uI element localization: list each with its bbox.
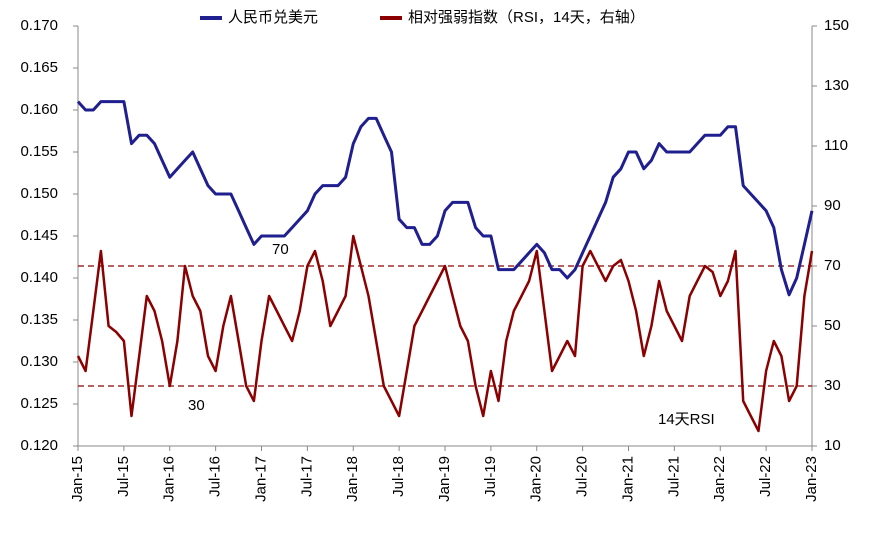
y-tick-label: 0.135 bbox=[20, 311, 58, 328]
x-tick-label: Jul-21 bbox=[665, 456, 682, 497]
y-tick-label: 0.140 bbox=[20, 269, 58, 286]
x-tick-label: Jan-22 bbox=[711, 456, 728, 502]
reference-label: 70 bbox=[272, 241, 289, 258]
y-tick-label: 0.145 bbox=[20, 227, 58, 244]
y2-tick-label: 150 bbox=[824, 17, 849, 34]
x-tick-label: Jan-23 bbox=[803, 456, 820, 502]
x-tick-label: Jan-21 bbox=[619, 456, 636, 502]
series-line bbox=[76, 234, 814, 433]
y2-tick-label: 30 bbox=[824, 377, 841, 394]
y-tick-label: 0.125 bbox=[20, 395, 58, 412]
x-tick-label: Jan-17 bbox=[252, 456, 269, 502]
y2-tick-label: 10 bbox=[824, 437, 841, 454]
y2-tick-label: 50 bbox=[824, 317, 841, 334]
x-tick-label: Jul-16 bbox=[207, 456, 224, 497]
y2-tick-label: 110 bbox=[824, 137, 848, 154]
x-tick-label: Jan-19 bbox=[436, 456, 453, 502]
y-tick-label: 0.160 bbox=[20, 101, 58, 118]
x-tick-label: Jan-20 bbox=[528, 456, 545, 502]
annotation: 14天RSI bbox=[658, 411, 715, 428]
y-tick-label: 0.130 bbox=[20, 353, 58, 370]
y-tick-label: 0.165 bbox=[20, 59, 58, 76]
y2-tick-label: 130 bbox=[824, 77, 849, 94]
x-tick-label: Jul-22 bbox=[757, 456, 774, 497]
y2-tick-label: 90 bbox=[824, 197, 841, 214]
y2-tick-label: 70 bbox=[824, 257, 841, 274]
x-tick-label: Jul-15 bbox=[115, 456, 132, 497]
x-tick-label: Jan-16 bbox=[161, 456, 178, 502]
reference-label: 30 bbox=[188, 397, 205, 414]
legend-label: 人民币兑美元 bbox=[228, 9, 318, 26]
x-tick-label: Jul-17 bbox=[298, 456, 315, 497]
y-tick-label: 0.170 bbox=[20, 17, 58, 34]
series-line bbox=[76, 100, 814, 297]
y-tick-label: 0.150 bbox=[20, 185, 58, 202]
legend-label: 相对强弱指数（RSI，14天，右轴） bbox=[408, 9, 645, 26]
y-tick-label: 0.155 bbox=[20, 143, 58, 160]
x-tick-label: Jul-18 bbox=[390, 456, 407, 497]
x-tick-label: Jul-19 bbox=[482, 456, 499, 497]
y-tick-label: 0.120 bbox=[20, 437, 58, 454]
x-tick-label: Jul-20 bbox=[574, 456, 591, 497]
x-tick-label: Jan-15 bbox=[69, 456, 86, 502]
x-tick-label: Jan-18 bbox=[344, 456, 361, 502]
